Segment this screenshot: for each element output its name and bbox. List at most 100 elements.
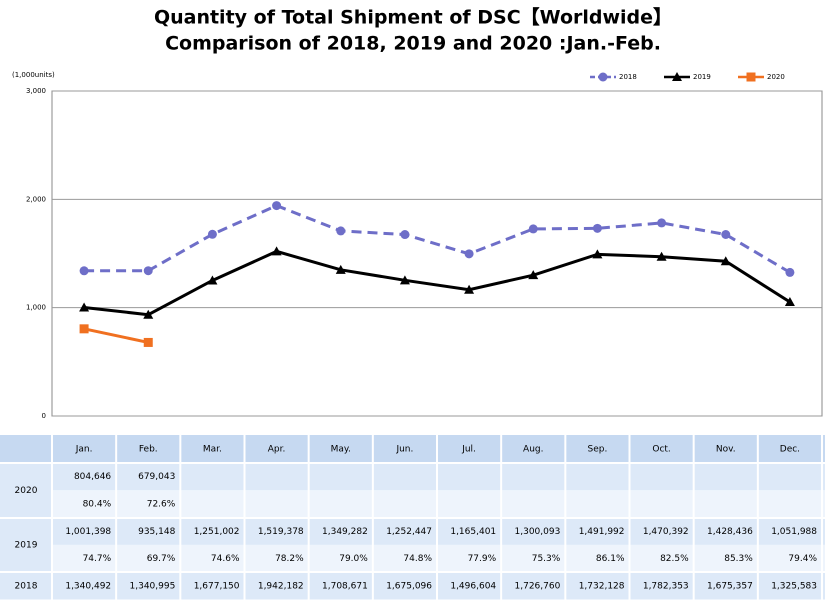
table-year: 2018 [15,581,38,591]
table-cell: 1,051,988 [771,527,817,537]
table-header: Jan. [75,445,93,455]
plot-frame [51,90,823,417]
data-point [399,275,410,285]
table-cell: 1,251,002 [194,527,240,537]
table-cell: 1,470,392 [643,527,689,537]
series-line [84,203,791,274]
table-cell: 80.4% [83,499,112,509]
table-cell: 69.7% [147,554,176,564]
table-cell: 82.5% [660,554,689,564]
data-point [464,249,474,259]
table-year-bg [0,517,52,573]
table-cell: 1,708,671 [322,581,368,591]
table-cell: 1,942,182 [258,581,304,591]
data-point [79,266,89,276]
table-cell: 79.4% [788,554,817,564]
table-cell: 1,726,760 [515,581,561,591]
table-cell: 1,340,492 [65,581,111,591]
table-header: Apr. [268,445,286,455]
table-cell: 1,001,398 [65,527,111,537]
table-cell: 1,349,282 [322,527,368,537]
series-line [83,327,149,344]
table-cell: 1,732,128 [579,581,625,591]
table-cell: 1,340,995 [130,581,176,591]
legend-label: 2019 [693,73,711,81]
data-point [207,229,217,239]
chart-title: Quantity of Total Shipment of DSC【Worldw… [154,6,672,29]
data-point [143,337,153,347]
data-point [528,224,538,234]
table-cell: 1,325,583 [771,581,817,591]
table-cell: 72.6% [147,499,176,509]
data-point [720,256,731,266]
table-cell: 935,148 [138,527,175,537]
table-cell: 85.3% [724,554,753,564]
series-line [83,249,791,317]
table-cell: 1,677,150 [194,581,240,591]
table-header: Dec. [780,445,800,455]
data-point [272,201,282,211]
data-point [271,246,282,256]
table-year: 2019 [15,540,38,550]
table-year: 2020 [15,486,38,496]
table-cell: 1,496,604 [450,581,496,591]
table-header: Jun. [395,445,413,455]
data-point [143,309,154,319]
chart-subtitle: Comparison of 2018, 2019 and 2020 :Jan.-… [165,33,661,55]
table-header: Nov. [716,445,736,455]
legend-label: 2020 [767,73,785,81]
table-header: May. [331,445,351,455]
table-header-bg [0,435,825,463]
table-header: Mar. [203,445,222,455]
y-tick-label: 2,000 [26,195,46,203]
table-cell: 1,428,436 [707,527,753,537]
table-cell: 679,043 [138,472,175,482]
data-point [721,230,731,240]
data-point [79,302,90,312]
y-tick-label: 3,000 [26,87,46,95]
data-point [79,324,89,334]
y-tick-label: 0 [42,412,46,420]
data-point [656,251,667,261]
data-point [528,270,539,280]
data-point [207,275,218,285]
table-cell: 77.9% [468,554,497,564]
table-header: Oct. [652,445,670,455]
table-cell: 74.8% [403,554,432,564]
table-cell: 1,252,447 [386,527,432,537]
legend-marker [746,72,756,82]
table-cell: 74.7% [83,554,112,564]
data-point [335,264,346,274]
y-axis-label: (1,000units) [12,71,55,79]
table-cell: 1,300,093 [515,527,561,537]
table-cell: 1,782,353 [643,581,689,591]
table-cell: 1,675,357 [707,581,753,591]
table-cell: 78.2% [275,554,304,564]
data-point [592,249,603,259]
y-tick-label: 1,000 [26,304,46,312]
table-year-bg [0,572,52,600]
legend-marker [598,72,608,82]
table-cell: 804,646 [74,472,111,482]
table-cell: 1,165,401 [450,527,496,537]
data-point [336,226,346,236]
data-point [785,267,795,277]
data-point [657,218,667,228]
table-cell: 75.3% [532,554,561,564]
data-point [464,284,475,294]
table-cell: 86.1% [596,554,625,564]
legend-label: 2018 [619,73,637,81]
data-point [400,230,410,240]
table-header: Aug. [523,445,543,455]
table-cell: 1,675,096 [386,581,432,591]
data-point [143,266,153,276]
table-year-bg [0,463,52,518]
table-header: Sep. [588,445,608,455]
table-cell: 1,491,992 [579,527,625,537]
legend-marker [672,72,682,81]
table-header: Feb. [139,445,158,455]
data-point [592,223,602,233]
table-header: Jul. [461,445,476,455]
data-point [784,297,795,307]
